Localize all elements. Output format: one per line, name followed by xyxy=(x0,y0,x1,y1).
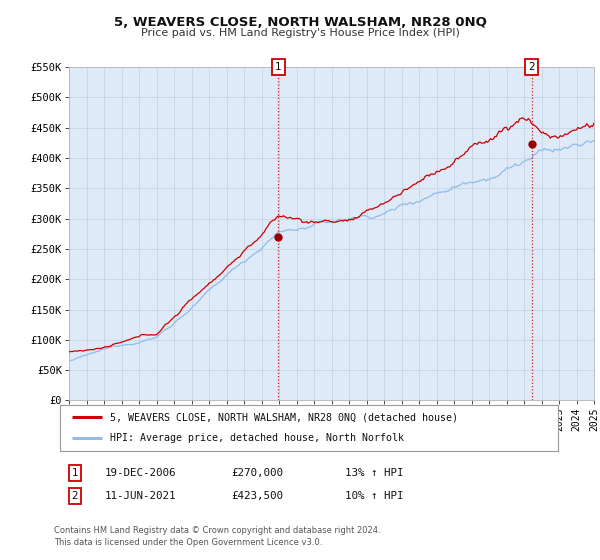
Text: £270,000: £270,000 xyxy=(231,468,283,478)
Text: £423,500: £423,500 xyxy=(231,491,283,501)
Text: 13% ↑ HPI: 13% ↑ HPI xyxy=(345,468,404,478)
Text: 1: 1 xyxy=(275,62,281,72)
Text: 5, WEAVERS CLOSE, NORTH WALSHAM, NR28 0NQ: 5, WEAVERS CLOSE, NORTH WALSHAM, NR28 0N… xyxy=(113,16,487,29)
Text: This data is licensed under the Open Government Licence v3.0.: This data is licensed under the Open Gov… xyxy=(54,538,322,547)
Text: HPI: Average price, detached house, North Norfolk: HPI: Average price, detached house, Nort… xyxy=(110,433,404,444)
Text: 19-DEC-2006: 19-DEC-2006 xyxy=(105,468,176,478)
Text: 2: 2 xyxy=(529,62,535,72)
Text: 11-JUN-2021: 11-JUN-2021 xyxy=(105,491,176,501)
Text: 2: 2 xyxy=(71,491,79,501)
Text: 5, WEAVERS CLOSE, NORTH WALSHAM, NR28 0NQ (detached house): 5, WEAVERS CLOSE, NORTH WALSHAM, NR28 0N… xyxy=(110,412,458,422)
Text: 10% ↑ HPI: 10% ↑ HPI xyxy=(345,491,404,501)
Text: Price paid vs. HM Land Registry's House Price Index (HPI): Price paid vs. HM Land Registry's House … xyxy=(140,28,460,38)
Text: Contains HM Land Registry data © Crown copyright and database right 2024.: Contains HM Land Registry data © Crown c… xyxy=(54,526,380,535)
Text: 1: 1 xyxy=(71,468,79,478)
